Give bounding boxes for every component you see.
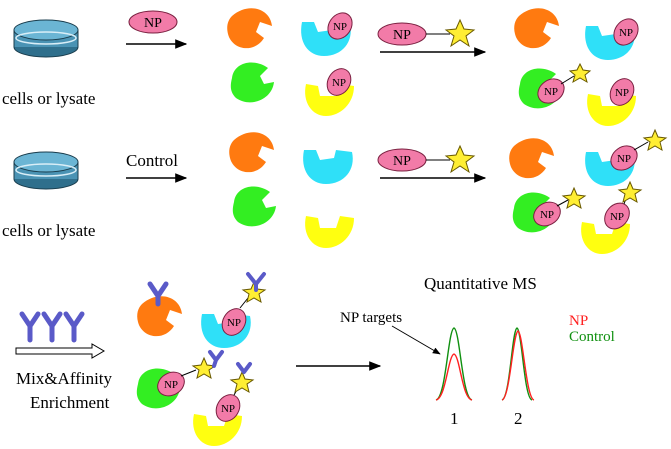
np-targets-label: NP targets — [340, 310, 402, 326]
enrichment-label-line1: Mix&Affinity — [16, 369, 113, 388]
culture-dish-row1 — [13, 19, 79, 58]
np-tag-label: NP — [615, 87, 629, 99]
sample-label-row2: cells or lysate — [2, 221, 95, 240]
biotin-star-icon — [444, 18, 476, 48]
antibody-icons — [19, 311, 85, 343]
culture-dish-row2 — [13, 151, 79, 190]
control-treatment-label: Control — [126, 151, 178, 170]
np-probe-bound-yellow-enriched: NP — [215, 362, 255, 422]
protein-orange-labeled-row1 — [514, 8, 559, 49]
peak-number-1: 1 — [450, 409, 459, 428]
protein-orange-row2 — [229, 132, 274, 173]
biotin-star-icon — [444, 144, 476, 174]
protein-yellow-row2 — [305, 216, 354, 248]
peak-2-np-trace — [501, 330, 535, 401]
legend-control: Control — [569, 329, 615, 345]
peak-1-control-trace — [435, 327, 473, 401]
np-treatment-row1: NP — [128, 10, 178, 34]
biotin-star-icon — [568, 62, 592, 84]
protein-orange-labeled-row2 — [509, 138, 554, 179]
np-probe-row1: NP — [377, 18, 476, 48]
np-probe-row2: NP — [377, 144, 476, 174]
np-tag-label: NP — [164, 379, 178, 391]
hollow-arrow-icon — [15, 343, 105, 359]
biotin-star-icon — [561, 186, 587, 210]
np-probe-bound-green-row2: NP — [533, 186, 587, 227]
np-tag-label: NP — [617, 153, 631, 165]
np-probe-label-row2: NP — [393, 154, 411, 169]
np-probe-bound-yellow-row2: NP — [604, 180, 643, 230]
np-probe-bound-green-row1: NP — [537, 62, 592, 104]
ms-title: Quantitative MS — [424, 274, 537, 293]
np-bound-cyan-row1: NP — [327, 12, 353, 40]
protein-yellow-enriched — [193, 414, 242, 446]
np-tag-label: NP — [610, 211, 624, 223]
protein-cyan-row2 — [303, 150, 353, 184]
biotin-star-icon — [229, 370, 255, 394]
np-probe-bound-green-enriched: NP — [157, 350, 224, 397]
np-bound-cyan-labeled-row1: NP — [613, 18, 639, 46]
np-tag-label: NP — [332, 77, 346, 89]
legend-np: NP — [569, 313, 588, 329]
np-tag-label: NP — [221, 403, 235, 415]
protein-orange-antibody — [137, 281, 182, 337]
np-bound-yellow-labeled-row1: NP — [609, 78, 635, 106]
biotin-star-icon — [191, 356, 217, 380]
np-tag-label: NP — [333, 21, 347, 33]
peak-number-2: 2 — [514, 409, 523, 428]
peak-1-np-trace — [435, 353, 473, 401]
np-treatment-label-row1: NP — [144, 16, 162, 31]
protein-yellow-labeled-row2 — [581, 222, 630, 254]
np-probe-label-row1: NP — [393, 28, 411, 43]
protein-green-row2 — [232, 186, 276, 227]
sample-label-row1: cells or lysate — [2, 89, 95, 108]
biotin-star-icon — [617, 180, 643, 204]
np-tag-label: NP — [619, 27, 633, 39]
np-probe-bound-cyan-enriched: NP — [221, 272, 267, 336]
protein-green-row1 — [230, 62, 274, 103]
np-tag-label: NP — [544, 86, 558, 98]
np-bound-yellow-row1: NP — [326, 68, 352, 96]
np-targets-pointer — [391, 325, 441, 355]
biotin-star-icon — [241, 280, 267, 304]
np-tag-label: NP — [540, 209, 554, 221]
ms-peaks — [435, 327, 535, 401]
biotin-star-icon — [642, 128, 668, 152]
np-tag-label: NP — [227, 317, 241, 329]
np-probe-bound-cyan-row2: NP — [610, 128, 668, 171]
enrichment-label-line2: Enrichment — [30, 393, 110, 412]
protein-orange-row1 — [227, 8, 272, 49]
